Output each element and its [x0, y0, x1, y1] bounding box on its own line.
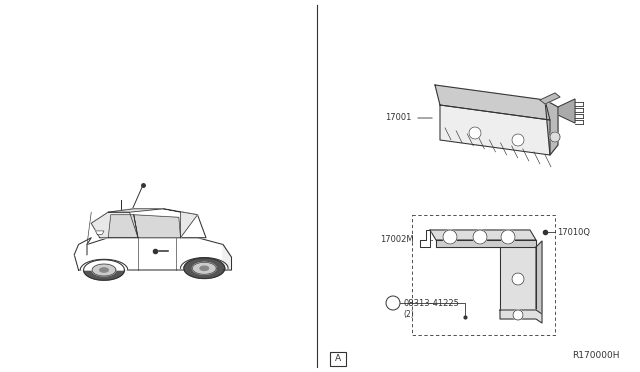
Circle shape	[386, 296, 400, 310]
Polygon shape	[420, 230, 430, 247]
Polygon shape	[223, 244, 232, 270]
Circle shape	[443, 230, 457, 244]
Polygon shape	[163, 209, 198, 238]
Polygon shape	[193, 262, 216, 274]
Text: 17002M: 17002M	[380, 235, 413, 244]
Polygon shape	[108, 209, 163, 212]
Polygon shape	[95, 231, 104, 234]
Polygon shape	[430, 230, 536, 240]
Text: A: A	[117, 226, 123, 235]
Bar	[330, 352, 346, 366]
Circle shape	[501, 230, 515, 244]
Polygon shape	[435, 85, 550, 120]
Circle shape	[469, 127, 481, 139]
Text: A: A	[335, 354, 340, 363]
Circle shape	[513, 310, 523, 320]
Polygon shape	[108, 215, 138, 238]
Polygon shape	[540, 93, 560, 104]
Polygon shape	[536, 241, 542, 314]
Polygon shape	[134, 215, 180, 238]
Bar	[112, 223, 128, 237]
Polygon shape	[80, 259, 128, 270]
Polygon shape	[74, 238, 232, 270]
Polygon shape	[436, 240, 536, 247]
Polygon shape	[545, 100, 558, 155]
Text: 08313-41225: 08313-41225	[403, 298, 459, 308]
Polygon shape	[184, 258, 225, 279]
Polygon shape	[92, 264, 116, 276]
Polygon shape	[92, 209, 206, 238]
Polygon shape	[84, 260, 124, 280]
Text: B: B	[390, 298, 396, 308]
Text: R170000H: R170000H	[573, 351, 620, 360]
Polygon shape	[440, 105, 550, 155]
Circle shape	[512, 273, 524, 285]
Polygon shape	[92, 212, 138, 238]
Circle shape	[550, 132, 560, 142]
Polygon shape	[558, 99, 575, 123]
Polygon shape	[200, 266, 209, 270]
Circle shape	[473, 230, 487, 244]
Text: (2): (2)	[403, 310, 413, 318]
Text: 17010Q: 17010Q	[557, 228, 590, 237]
Circle shape	[512, 134, 524, 146]
Polygon shape	[500, 310, 542, 323]
Text: 17001: 17001	[385, 113, 412, 122]
Polygon shape	[100, 268, 108, 272]
Polygon shape	[74, 238, 92, 255]
Polygon shape	[500, 247, 536, 310]
